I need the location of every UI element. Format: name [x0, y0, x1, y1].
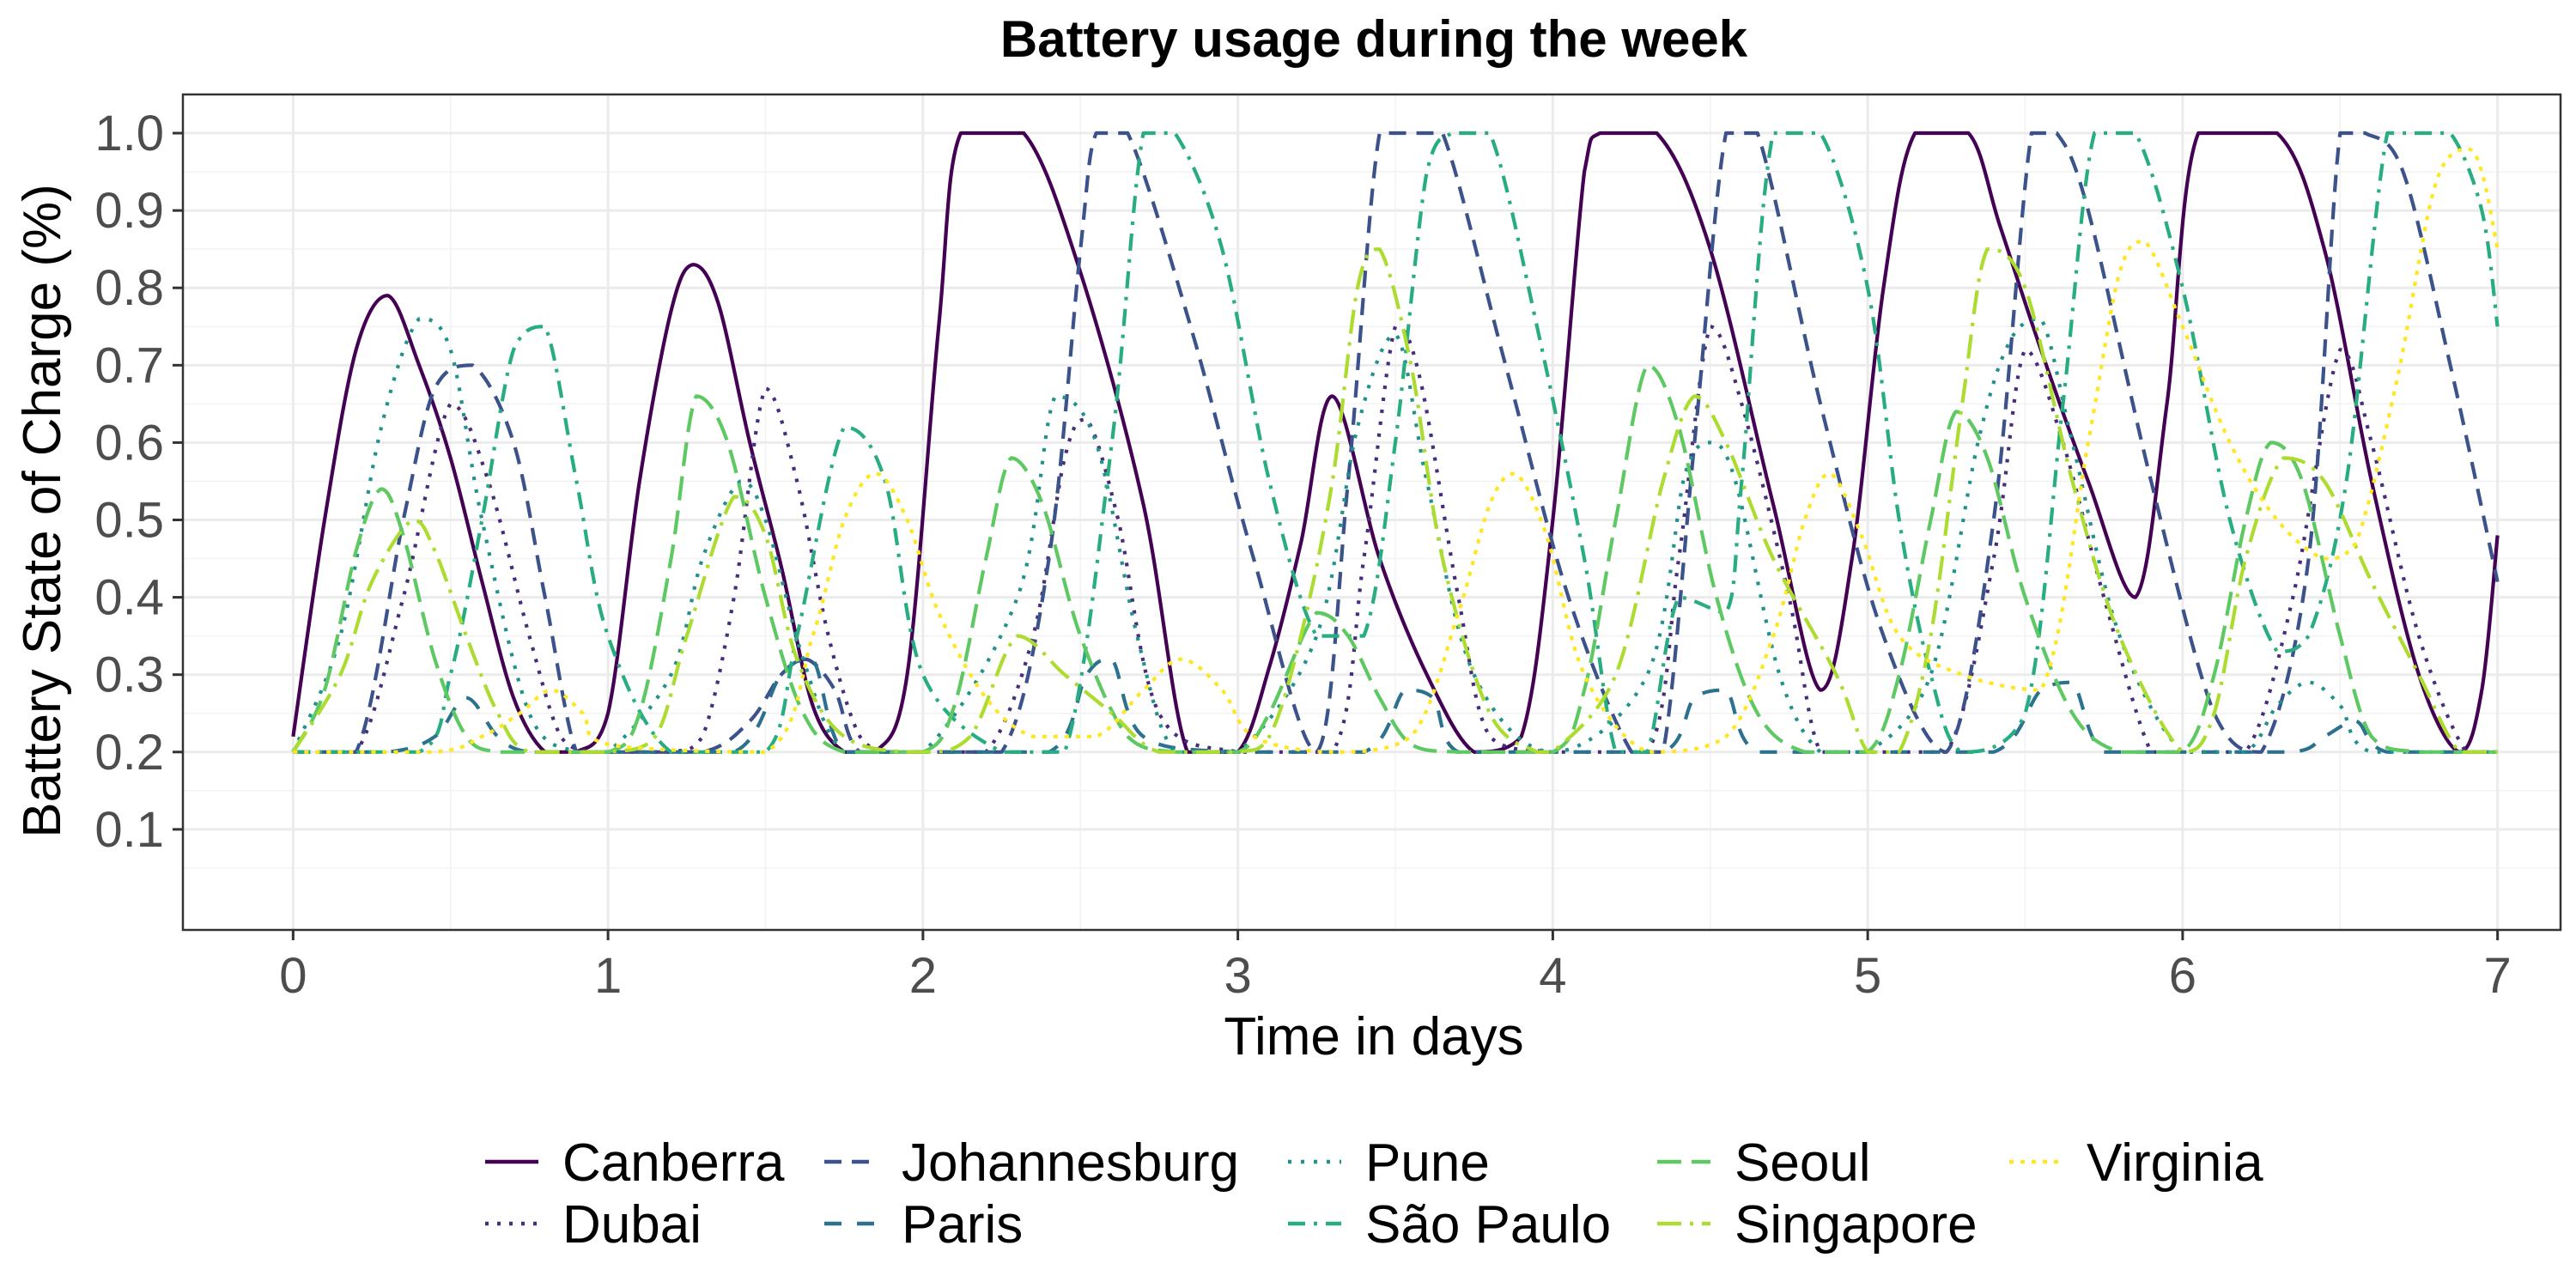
- series-line-dubai: [293, 325, 2498, 754]
- plot-panel-border: [181, 93, 2562, 932]
- legend-label: Virginia: [2087, 1133, 2263, 1193]
- y-axis-title: Battery State of Charge (%): [13, 184, 72, 838]
- y-tick-label: 0.4: [94, 570, 164, 626]
- y-tick-label: 0.2: [94, 725, 164, 781]
- legend-label: Canberra: [562, 1133, 785, 1193]
- x-tick-label: 7: [2484, 948, 2512, 1004]
- legend-item-canberra: Canberra: [485, 1133, 785, 1193]
- series-line-paris: [293, 657, 2498, 754]
- y-tick-label: 0.7: [94, 337, 164, 393]
- x-tick-label: 5: [1854, 948, 1881, 1004]
- legend-label: Pune: [1365, 1133, 1490, 1193]
- y-tick-label: 1.0: [94, 106, 164, 161]
- plot-grid: [183, 94, 2561, 930]
- x-tick-label: 0: [279, 948, 307, 1004]
- series-line-singapore: [291, 247, 2498, 754]
- legend-item-virginia: Virginia: [2009, 1133, 2263, 1193]
- legend-item-paris: Paris: [824, 1195, 1023, 1255]
- x-tick-label: 4: [1539, 948, 1566, 1004]
- legend-item-dubai: Dubai: [485, 1195, 702, 1255]
- x-tick-label: 3: [1224, 948, 1251, 1004]
- x-tick-label: 6: [2169, 948, 2196, 1004]
- series-line-sao-paulo: [293, 131, 2500, 754]
- x-tick-label: 2: [909, 948, 937, 1004]
- y-tick-label: 0.5: [94, 493, 164, 549]
- legend-item-johannesburg: Johannesburg: [824, 1133, 1239, 1193]
- y-tick-label: 0.3: [94, 647, 164, 703]
- y-tick-label: 0.8: [94, 260, 164, 316]
- y-tick-label: 0.6: [94, 415, 164, 471]
- x-axis-title: Time in days: [1224, 1007, 1523, 1066]
- y-tick-label: 0.1: [94, 802, 164, 858]
- legend-label: Paris: [902, 1195, 1023, 1255]
- legend-item-pune: Pune: [1288, 1133, 1490, 1193]
- y-tick-label: 0.9: [94, 183, 164, 239]
- x-tick-label: 1: [594, 948, 622, 1004]
- legend-item-seoul: Seoul: [1657, 1133, 1871, 1193]
- legend-label: Johannesburg: [902, 1133, 1239, 1193]
- series-line-virginia: [293, 147, 2500, 754]
- legend-item-sao-paulo: São Paulo: [1288, 1195, 1611, 1255]
- legend-label: Singapore: [1735, 1195, 1978, 1255]
- axis-ticks: 0 1 2 3 4 5 6 7 0.1 0.2 0.3 0.4 0.5 0.6 0.7 0.8 0.9 1.0: [94, 106, 2511, 1004]
- series-line-seoul: [291, 363, 2498, 754]
- series-line-canberra: [291, 131, 2500, 754]
- legend-item-singapore: Singapore: [1657, 1195, 1978, 1255]
- plot-lines: [291, 131, 2500, 754]
- legend-label: Dubai: [562, 1195, 702, 1255]
- legend-label: Seoul: [1735, 1133, 1871, 1193]
- series-line-johannesburg: [293, 131, 2500, 754]
- chart-title: Battery usage during the week: [1000, 10, 1748, 68]
- legend-label: São Paulo: [1365, 1195, 1611, 1255]
